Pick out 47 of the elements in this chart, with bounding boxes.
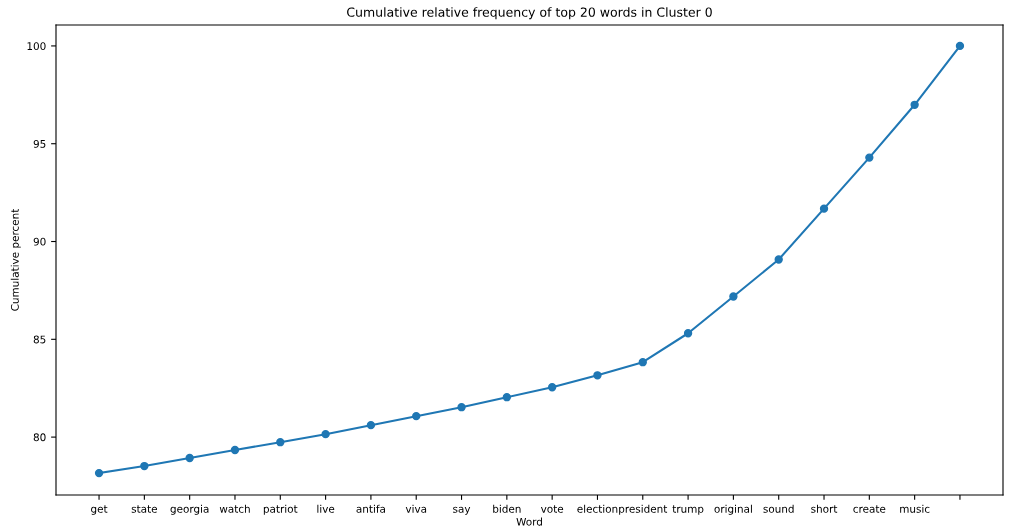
- y-tick-label: 95: [33, 139, 46, 148]
- x-tick-label: antifa: [356, 504, 385, 513]
- point: [547, 383, 557, 392]
- x-tick-label: short: [811, 504, 838, 513]
- point: [140, 461, 149, 471]
- x-tick-label: sound: [763, 504, 794, 513]
- x-tick-label: georgia: [170, 504, 209, 515]
- point: [865, 153, 874, 162]
- chart-title: Cumulative relative frequency of top 20 words in Cluster 0: [347, 7, 712, 20]
- point: [819, 204, 829, 213]
- y-tick-label: 85: [33, 335, 46, 344]
- x-tick-label: music: [900, 504, 930, 513]
- point: [366, 421, 376, 430]
- point: [502, 393, 512, 402]
- x-tick-label: viva: [405, 504, 427, 513]
- point: [910, 100, 919, 109]
- point: [683, 329, 693, 338]
- x-tick-label: state: [131, 505, 157, 513]
- y-axis-title: Cumulative percent: [10, 208, 21, 311]
- x-tick-label: election: [577, 504, 618, 513]
- point: [593, 371, 602, 380]
- y-tick-label: 90: [33, 237, 46, 246]
- point: [185, 453, 194, 463]
- point: [457, 403, 466, 412]
- x-tick-label: biden: [493, 504, 521, 513]
- point: [276, 438, 285, 447]
- x-tick-label: patriot: [263, 504, 298, 515]
- point: [321, 430, 330, 439]
- x-tick-label: live: [317, 504, 335, 513]
- y-tick-label: 100: [27, 42, 46, 51]
- x-tick-label: get: [91, 505, 108, 515]
- x-tick-label: trump: [672, 505, 704, 515]
- point: [729, 292, 738, 301]
- point: [230, 445, 240, 455]
- x-tick-label: create: [853, 505, 886, 513]
- x-tick-label: say: [453, 506, 471, 515]
- point: [955, 41, 965, 51]
- point: [94, 468, 104, 478]
- point: [412, 412, 421, 421]
- x-tick-label: watch: [219, 504, 250, 513]
- x-axis-title: Word: [516, 517, 542, 526]
- x-tick-label: original: [714, 504, 752, 515]
- y-tick-label: 80: [33, 433, 46, 442]
- point: [638, 358, 647, 367]
- x-tick-label: president: [619, 504, 668, 515]
- point: [774, 255, 783, 264]
- x-tick-label: vote: [540, 505, 564, 513]
